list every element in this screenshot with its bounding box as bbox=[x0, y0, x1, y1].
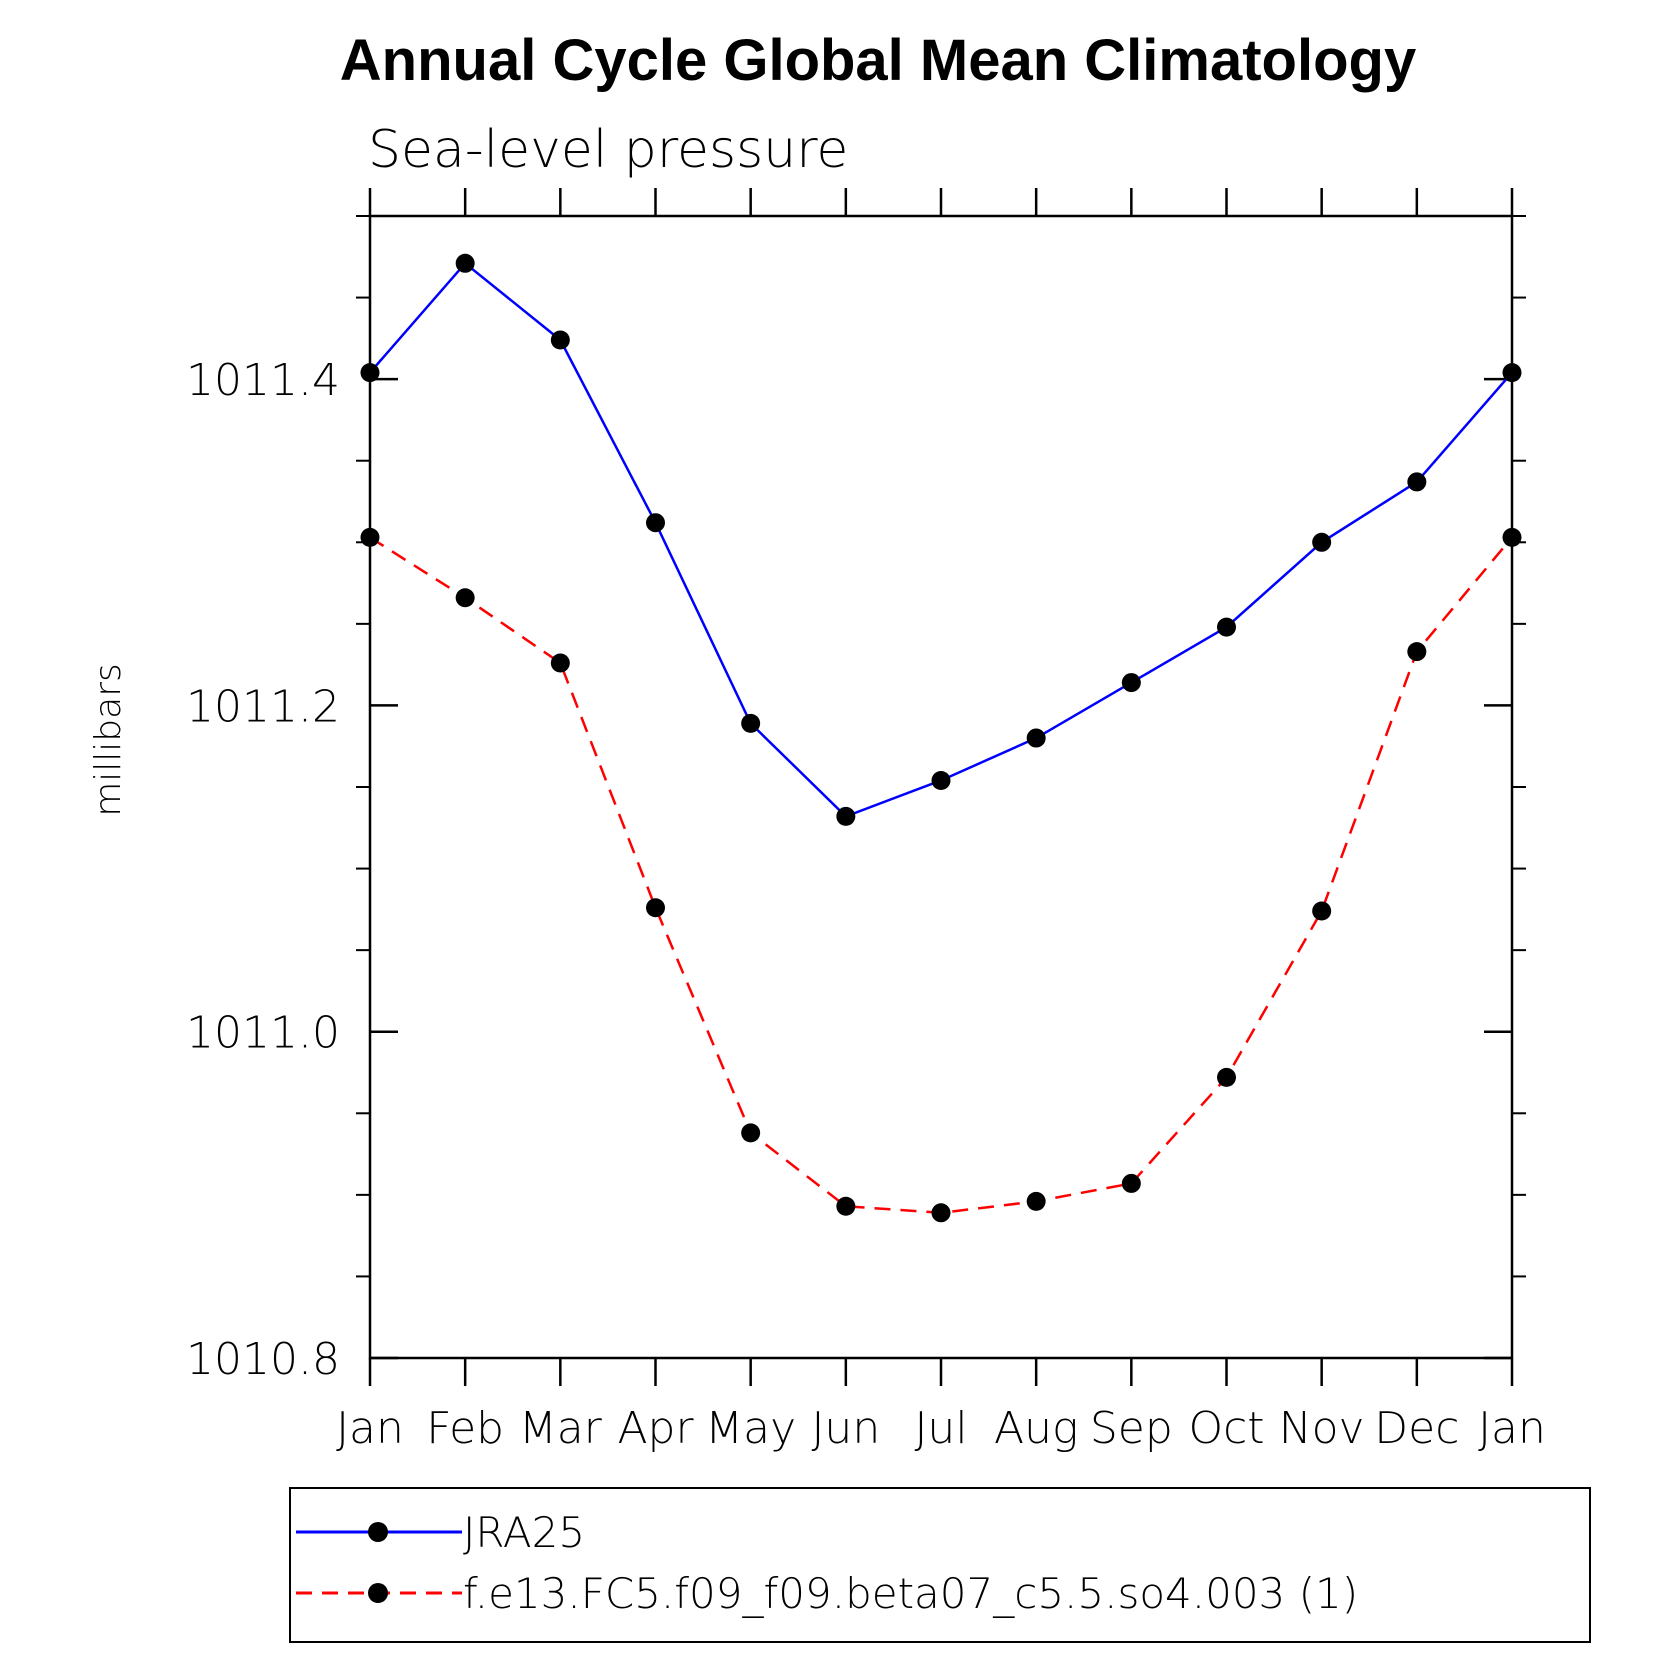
series-0-point-5 bbox=[836, 806, 856, 826]
series-1-point-5 bbox=[836, 1196, 856, 1216]
series-0-point-9 bbox=[1217, 617, 1236, 637]
series-line-1 bbox=[369, 536, 1513, 1215]
series-0-point-6 bbox=[931, 770, 951, 790]
series-0-point-8 bbox=[1121, 673, 1141, 693]
x-tick-label-dec-11: Dec bbox=[1374, 1403, 1459, 1454]
series-0-point-12 bbox=[1502, 363, 1522, 383]
x-tick-label-jun-5: Jun bbox=[811, 1403, 880, 1454]
series-layer bbox=[360, 253, 1522, 1223]
series-0-point-11 bbox=[1407, 472, 1427, 492]
x-tick-label-feb-1: Feb bbox=[426, 1403, 504, 1454]
legend-label-jra25: JRA25 bbox=[463, 1508, 585, 1557]
series-0-point-0 bbox=[360, 363, 380, 383]
series-1-point-12 bbox=[1502, 527, 1522, 547]
x-tick-label-mar-2: Mar bbox=[519, 1403, 603, 1454]
legend-marker-model bbox=[368, 1583, 388, 1603]
series-1-point-8 bbox=[1121, 1173, 1141, 1193]
series-0-point-7 bbox=[1026, 728, 1046, 748]
series-line-0 bbox=[369, 261, 1513, 818]
series-1-point-4 bbox=[741, 1123, 761, 1143]
x-tick-label-may-4: May bbox=[705, 1403, 796, 1454]
series-1-point-2 bbox=[550, 653, 570, 673]
series-1-point-1 bbox=[455, 588, 475, 608]
y-tick-label-1010-8: 1010.8 bbox=[186, 1334, 340, 1385]
series-0-point-4 bbox=[741, 713, 761, 733]
x-tick-label-jan-12: Jan bbox=[1478, 1403, 1546, 1454]
series-1-point-3 bbox=[646, 898, 665, 918]
series-0-point-3 bbox=[646, 513, 665, 533]
x-tick-label-aug-7: Aug bbox=[994, 1403, 1078, 1454]
y-tick-label-1011-0: 1011.0 bbox=[186, 1008, 340, 1059]
chart-title: Annual Cycle Global Mean Climatology bbox=[340, 28, 1416, 93]
series-1-point-7 bbox=[1026, 1191, 1046, 1211]
axes: Jan Feb Mar Apr May Jun Jul Aug Sep Oct Nov Dec Jan 1… bbox=[186, 188, 1546, 1454]
series-0-point-1 bbox=[455, 253, 475, 273]
series-1-point-0 bbox=[360, 527, 380, 547]
x-tick-label-jul-6: Jul bbox=[914, 1403, 967, 1454]
y-axis-label: millibars bbox=[88, 663, 129, 817]
y-tick-label-1011-4: 1011.4 bbox=[186, 355, 340, 406]
x-tick-label-apr-3: Apr bbox=[617, 1403, 694, 1454]
legend: JRA25 f.e13.FC5.f09_f09.beta07_c5.5.so4.… bbox=[289, 1487, 1591, 1643]
legend-box bbox=[289, 1487, 1591, 1643]
chart-subtitle: Sea-level pressure bbox=[368, 120, 848, 180]
series-1-point-10 bbox=[1312, 901, 1332, 921]
series-1-point-11 bbox=[1407, 642, 1427, 662]
y-tick-label-1011-2: 1011.2 bbox=[186, 681, 340, 732]
x-tick-label-sep-8: Sep bbox=[1090, 1403, 1173, 1454]
series-1-point-6 bbox=[931, 1203, 951, 1223]
x-tick-label-nov-10: Nov bbox=[1279, 1403, 1365, 1454]
legend-marker-jra25 bbox=[368, 1522, 388, 1542]
legend-label-model: f.e13.FC5.f09_f09.beta07_c5.5.so4.003 (1… bbox=[463, 1569, 1358, 1618]
x-tick-label-jan-0: Jan bbox=[336, 1403, 404, 1454]
series-0-point-10 bbox=[1312, 532, 1332, 552]
series-0-point-2 bbox=[550, 330, 570, 350]
x-tick-label-oct-9: Oct bbox=[1188, 1403, 1264, 1454]
series-1-point-9 bbox=[1217, 1067, 1236, 1087]
